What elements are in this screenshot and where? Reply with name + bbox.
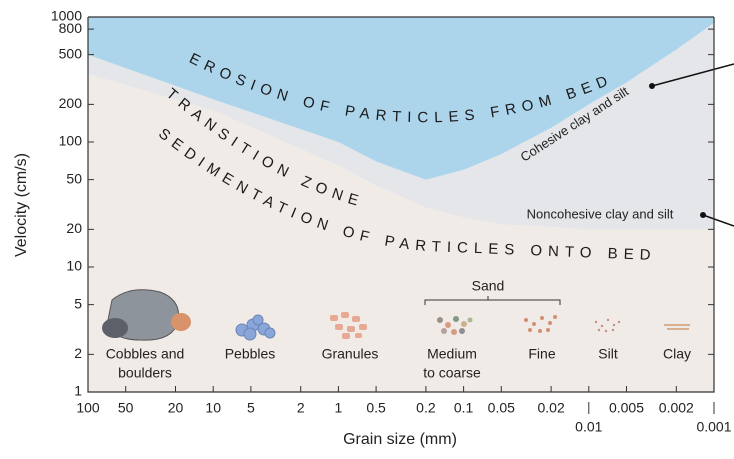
x-tick-label: 20 (168, 400, 184, 416)
x-axis-title: Grain size (mm) (343, 431, 457, 448)
x-tick-label: 2 (297, 400, 305, 416)
x-tick-label: 0.02 (537, 400, 564, 416)
sand-label: Sand (472, 278, 505, 294)
axis-line (87, 17, 715, 393)
grain-label: Pebbles (225, 346, 276, 362)
fine-sand (524, 315, 557, 333)
x-tick-label: 0.01 (575, 419, 602, 435)
curve-label: Noncohesive clay and silt (527, 206, 674, 221)
clay (664, 324, 690, 330)
area (88, 17, 714, 180)
leader-line (651, 63, 734, 87)
y-tick-label: 1 (74, 383, 82, 399)
y-axis-title: Velocity (cm/s) (13, 153, 30, 257)
y-tick-label: 1000 (51, 8, 82, 24)
x-tick-label: 100 (76, 400, 100, 416)
x-tick-label: 0.2 (416, 400, 436, 416)
x-tick-label: 1 (335, 400, 343, 416)
x-tick-label: 5 (247, 400, 255, 416)
pebbles (235, 314, 276, 341)
y-tick-label: 5 (74, 295, 82, 311)
y-tick-label: 2 (74, 345, 82, 361)
x-tick-label: 0.5 (366, 400, 386, 416)
x-tick-label: 0.1 (454, 400, 474, 416)
y-tick-label: 10 (66, 258, 82, 274)
cobble (102, 318, 128, 338)
y-tick-label: 500 (59, 45, 83, 61)
y-tick-label: 100 (59, 133, 83, 149)
y-tick-label: 800 (59, 20, 83, 36)
x-tick-label: 0.002 (659, 400, 694, 416)
cobble (171, 313, 191, 331)
x-tick-label: 0.05 (488, 400, 515, 416)
y-tick-label: 50 (66, 170, 82, 186)
grain-label: Clay (663, 346, 691, 362)
y-tick-label: 20 (66, 220, 82, 236)
grain-illustrations (102, 289, 690, 341)
grain-label: Fine (528, 346, 555, 362)
x-tick-label: 50 (118, 400, 134, 416)
grain-label: boulders (118, 365, 172, 381)
marks (88, 17, 714, 230)
grain-label: Silt (598, 346, 618, 362)
grain-label: to coarse (423, 365, 481, 381)
grain-label: Medium (427, 346, 477, 362)
grain-label: Cobbles and (106, 346, 185, 362)
y-tick-label: 200 (59, 95, 83, 111)
grain-label: Granules (322, 346, 379, 362)
x-tick-label: 0.001 (696, 419, 731, 435)
x-tick-label: 10 (205, 400, 221, 416)
granules (330, 312, 367, 339)
x-tick-label: 0.005 (609, 400, 644, 416)
silt (594, 318, 621, 333)
sand-bracket (424, 296, 561, 305)
medium-sand (437, 316, 473, 335)
leader-line (702, 214, 734, 227)
